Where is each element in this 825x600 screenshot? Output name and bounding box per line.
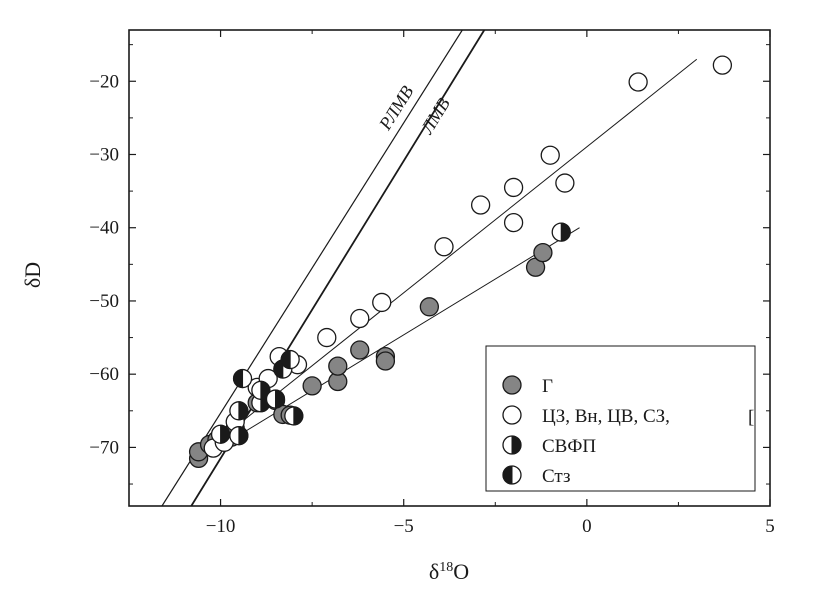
legend-marker-2 xyxy=(502,405,522,425)
x-axis-title-sup: 18 xyxy=(439,560,453,575)
data-point-series-1 xyxy=(419,297,440,317)
x-tick-label: −5 xyxy=(394,516,414,537)
y-tick-label: −50 xyxy=(89,291,119,312)
data-point-series-2 xyxy=(350,308,370,329)
data-point-series-3 xyxy=(210,424,231,444)
data-point-series-2 xyxy=(712,55,733,75)
y-tick-label: −40 xyxy=(89,218,119,239)
legend-marker-3 xyxy=(502,435,522,455)
trend-line-2 xyxy=(194,227,580,463)
data-point-series-2 xyxy=(503,177,524,198)
data-point-series-2 xyxy=(555,173,575,193)
data-point-series-1 xyxy=(350,340,370,360)
data-point-series-4 xyxy=(232,368,253,389)
y-tick-label: −60 xyxy=(89,364,119,385)
x-tick-label: 0 xyxy=(582,516,592,537)
plot-frame xyxy=(128,29,771,507)
legend-box xyxy=(485,345,756,492)
data-point-series-2 xyxy=(503,212,524,233)
legend-label-2: ЦЗ, Вн, ЦВ, СЗ, xyxy=(542,406,670,427)
x-axis-title: δ18O xyxy=(429,559,469,584)
data-point-series-2 xyxy=(317,327,337,348)
y-tick-label: −30 xyxy=(89,144,119,165)
data-point-series-2 xyxy=(434,237,454,257)
trend-line-1 xyxy=(209,58,698,448)
data-point-series-2 xyxy=(540,145,560,165)
y-tick-label: −20 xyxy=(89,71,119,92)
legend-extra-mark: [ xyxy=(748,407,754,428)
data-point-series-3 xyxy=(229,426,249,446)
data-point-series-1 xyxy=(533,242,553,263)
y-axis-title: δD xyxy=(20,262,45,288)
data-point-series-2 xyxy=(628,72,648,92)
legend: Г ЦЗ, Вн, ЦВ, СЗ, СВФП Стз [ xyxy=(485,345,756,492)
data-point-series-3 xyxy=(284,406,304,426)
legend-label-1: Г xyxy=(542,376,553,397)
legend-marker-4 xyxy=(502,465,522,485)
data-point-series-3 xyxy=(265,389,286,409)
legend-marker-1 xyxy=(502,375,522,395)
data-point-series-2 xyxy=(372,292,392,313)
data-point-series-3 xyxy=(551,222,571,242)
data-point-series-1 xyxy=(302,376,322,396)
x-tick-label: 5 xyxy=(765,516,775,537)
legend-label-4: Стз xyxy=(542,466,570,487)
data-point-series-3 xyxy=(229,401,249,421)
data-point-series-1 xyxy=(328,356,348,376)
data-point-series-4 xyxy=(273,359,293,379)
data-point-series-4 xyxy=(280,349,300,370)
reference-line-label-1: РЛМВ xyxy=(374,82,417,134)
data-point-series-1 xyxy=(375,351,396,371)
x-axis-title-base: δ xyxy=(429,559,439,584)
x-axis-title-rest: O xyxy=(453,559,469,584)
data-point-series-2 xyxy=(470,195,491,215)
legend-label-3: СВФП xyxy=(542,436,596,457)
reference-line-1 xyxy=(161,30,463,506)
y-tick-label: −70 xyxy=(89,437,119,458)
x-tick-label: −10 xyxy=(206,516,236,537)
